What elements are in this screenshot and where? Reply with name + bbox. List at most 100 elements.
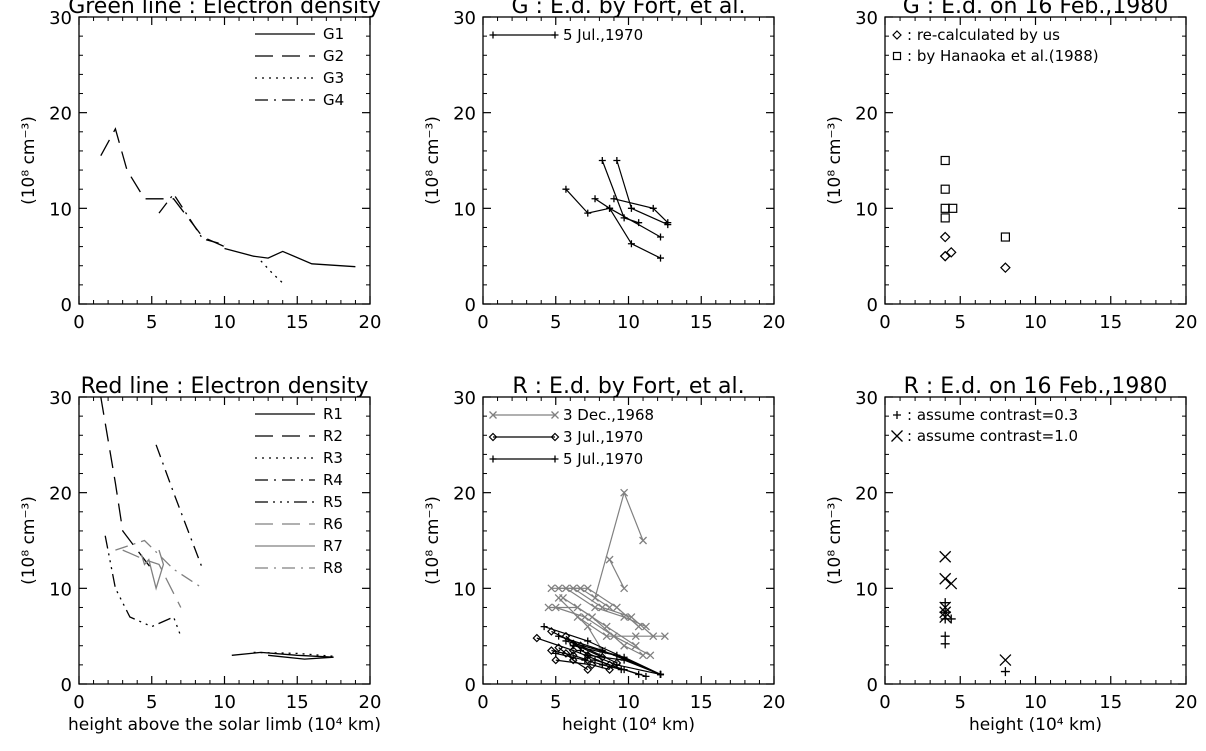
data-point <box>554 593 563 602</box>
data-point <box>598 157 606 164</box>
y-tick-label: 0 <box>867 295 878 316</box>
data-point <box>939 606 952 619</box>
data-point <box>1000 232 1011 242</box>
data-point <box>605 603 614 612</box>
x-tick-label: 5 <box>146 312 157 333</box>
y-tick-label: 30 <box>453 8 476 29</box>
series-line <box>100 127 225 248</box>
data-point <box>945 577 958 590</box>
x-tick-label: 0 <box>879 692 890 713</box>
legend-label: 5 Jul.,1970 <box>563 26 643 44</box>
data-point <box>568 655 578 665</box>
series-line <box>104 535 182 637</box>
data-point <box>584 209 592 217</box>
y-tick-label: 0 <box>465 675 476 696</box>
data-point <box>940 213 950 223</box>
x-tick-label: 0 <box>73 312 84 333</box>
data-point <box>940 184 950 194</box>
legend-label: R5 <box>323 493 343 511</box>
legend-label: : assume contrast=1.0 <box>907 427 1078 445</box>
series-r6 <box>122 549 182 608</box>
data-point <box>598 603 607 612</box>
legend: R1 R2 R3 R4 R5 R6 R7 R8 <box>255 405 343 577</box>
data-point <box>620 214 628 222</box>
legend-marker <box>891 430 903 442</box>
chart-title: R : E.d. by Fort, et al. <box>512 374 744 399</box>
x-tick-label: 10 <box>213 692 236 713</box>
x-tick-label: 10 <box>1024 692 1047 713</box>
series-segment <box>555 659 610 671</box>
series-segment <box>594 198 661 238</box>
legend: G1 G2 G3 G4 <box>255 25 344 109</box>
data-point <box>532 633 542 643</box>
data-point <box>551 603 560 612</box>
data-point <box>591 195 599 203</box>
data-point <box>587 660 597 670</box>
series-segment <box>562 597 644 656</box>
legend-label: R8 <box>323 559 343 577</box>
x-tick-label: 20 <box>1175 692 1198 713</box>
series-segment <box>551 649 588 661</box>
legend-marker <box>550 432 560 442</box>
data-point <box>657 254 665 262</box>
series-segment <box>594 490 644 599</box>
chart-title: G : E.d. on 16 Feb.,1980 <box>903 0 1169 19</box>
data-point <box>627 613 636 621</box>
data-point <box>562 637 570 645</box>
series-r3 <box>253 651 334 657</box>
legend-marker <box>892 30 902 40</box>
series-r1 <box>231 651 334 660</box>
series-line <box>115 539 204 589</box>
x-tick-label: 5 <box>955 312 966 333</box>
y-tick-label: 30 <box>855 8 878 29</box>
panel-p1: Green line : Electron density 0 5 10 15 20 0 10… <box>19 0 381 333</box>
data-point <box>939 231 951 243</box>
data-point <box>627 240 635 248</box>
series-line <box>122 549 182 608</box>
data-point <box>547 646 556 655</box>
y-tick-label: 20 <box>49 484 72 505</box>
y-tick-label: 10 <box>453 199 476 220</box>
y-tick-label: 10 <box>453 579 476 600</box>
data-point <box>639 651 648 660</box>
series-g2 <box>100 127 225 248</box>
legend-label: R1 <box>323 405 343 423</box>
series-line <box>100 396 153 570</box>
panel-p5: R : E.d. by Fort, et al. 0 5 10 15 20 0 10 20 30 (… <box>423 374 785 735</box>
series-segment <box>555 606 651 656</box>
x-axis-label: height (10⁴ km) <box>562 715 695 735</box>
data-point <box>639 536 648 545</box>
data-point <box>561 584 570 593</box>
data-point <box>631 632 640 641</box>
series-line <box>253 651 334 657</box>
y-tick-label: 30 <box>49 388 72 409</box>
series-r2 <box>100 396 153 570</box>
data-point <box>597 652 607 662</box>
data-point <box>547 584 556 593</box>
series-3-dec-1968 <box>544 488 669 660</box>
data-point <box>635 219 643 227</box>
data-point <box>568 646 578 655</box>
y-tick-label: 10 <box>49 579 72 600</box>
series-5-jul-1970 <box>562 157 672 262</box>
data-point <box>580 613 589 621</box>
series-by-hanaoka-et-al-1988- <box>940 155 1011 242</box>
data-point <box>544 603 553 612</box>
legend-label: : assume contrast=0.3 <box>907 406 1078 424</box>
data-point <box>948 203 958 213</box>
series-segment <box>609 559 625 589</box>
y-axis-label: (10⁸ cm⁻³) <box>19 116 39 205</box>
legend-marker <box>551 31 559 39</box>
data-point <box>562 185 570 193</box>
legend-marker <box>892 51 902 61</box>
data-point <box>610 195 618 203</box>
legend: 5 Jul.,1970 <box>489 26 643 44</box>
data-point <box>939 611 952 623</box>
data-point <box>588 613 597 621</box>
x-tick-label: 0 <box>477 312 488 333</box>
y-tick-label: 20 <box>453 104 476 125</box>
data-point <box>584 651 592 659</box>
legend-marker <box>893 411 901 419</box>
x-tick-label: 10 <box>617 312 640 333</box>
legend-label: G2 <box>323 47 344 65</box>
